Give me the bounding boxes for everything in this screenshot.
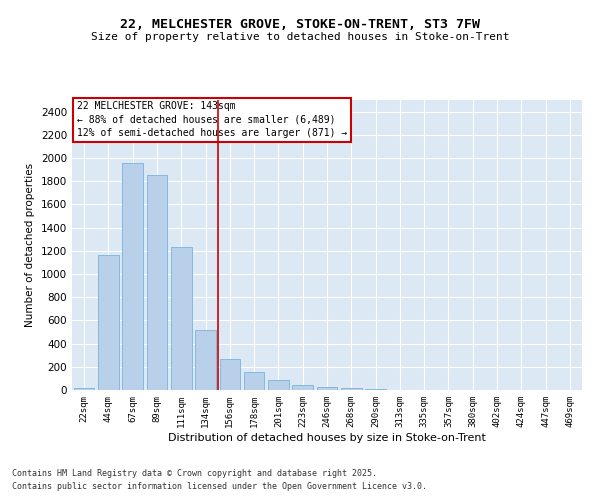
X-axis label: Distribution of detached houses by size in Stoke-on-Trent: Distribution of detached houses by size …: [168, 432, 486, 442]
Bar: [244, 372, 265, 390]
Text: Contains public sector information licensed under the Open Government Licence v3: Contains public sector information licen…: [12, 482, 427, 491]
Text: 22, MELCHESTER GROVE, STOKE-ON-TRENT, ST3 7FW: 22, MELCHESTER GROVE, STOKE-ON-TRENT, ST…: [120, 18, 480, 30]
Bar: [292, 385, 313, 390]
Text: Contains HM Land Registry data © Crown copyright and database right 2025.: Contains HM Land Registry data © Crown c…: [12, 468, 377, 477]
Bar: [122, 162, 143, 390]
Bar: [317, 386, 337, 390]
Bar: [98, 256, 119, 390]
Bar: [341, 388, 362, 390]
Y-axis label: Number of detached properties: Number of detached properties: [25, 163, 35, 327]
Bar: [220, 358, 240, 390]
Text: Size of property relative to detached houses in Stoke-on-Trent: Size of property relative to detached ho…: [91, 32, 509, 42]
Bar: [74, 388, 94, 390]
Bar: [146, 176, 167, 390]
Bar: [268, 380, 289, 390]
Bar: [195, 330, 216, 390]
Text: 22 MELCHESTER GROVE: 143sqm
← 88% of detached houses are smaller (6,489)
12% of : 22 MELCHESTER GROVE: 143sqm ← 88% of det…: [77, 102, 347, 138]
Bar: [171, 246, 191, 390]
